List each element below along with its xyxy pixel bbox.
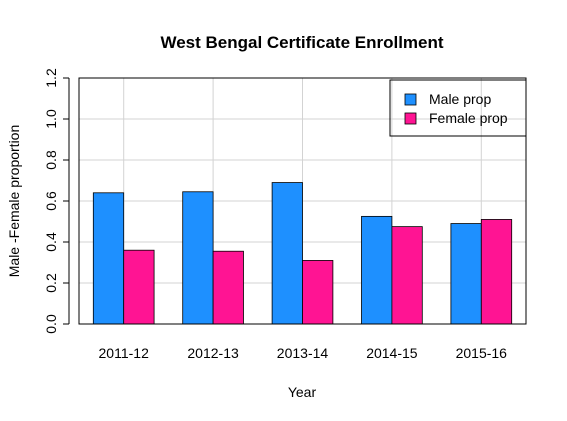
- legend: Male prop Female prop: [389, 79, 527, 137]
- y-axis-label: Male -Female proportion: [6, 125, 22, 278]
- plot-border: [78, 77, 527, 325]
- bars: [92, 182, 513, 325]
- x-tick-label-3: 2014-15: [366, 345, 418, 361]
- legend-box: [389, 79, 527, 137]
- x-axis-label: Year: [288, 384, 317, 400]
- x-tick-label-2: 2013-14: [277, 345, 329, 361]
- y-tick-label-5: 1.0: [43, 109, 59, 129]
- y-tick-label-1: 0.2: [43, 273, 59, 293]
- x-tick-label-0: 2011-12: [99, 345, 150, 361]
- legend-label-0: Male prop: [429, 91, 491, 107]
- y-tick-label-6: 1.2: [43, 68, 59, 88]
- y-axis: 0.0 0.2 0.4 0.6 0.8 1.0 1.2: [43, 68, 70, 334]
- bar-male-prop-2011-12: [92, 192, 125, 325]
- x-tick-label-1: 2012-13: [187, 345, 239, 361]
- bar-female-prop-2012-13: [212, 250, 244, 325]
- x-tick-labels: 2011-12 2012-13 2013-14 2014-15 2015-16: [99, 345, 508, 361]
- y-tick-label-2: 0.4: [43, 232, 59, 252]
- chart-title: West Bengal Certificate Enrollment: [160, 33, 443, 52]
- bar-male-prop-2014-15: [361, 215, 393, 325]
- y-tick-label-3: 0.6: [43, 191, 59, 211]
- legend-swatch-1: [404, 112, 417, 125]
- x-tick-label-4: 2015-16: [456, 345, 508, 361]
- bar-female-prop-2014-15: [391, 226, 423, 325]
- bar-male-prop-2012-13: [182, 191, 214, 325]
- y-tick-label-0: 0.0: [43, 314, 59, 334]
- legend-swatch-0: [404, 93, 417, 106]
- legend-label-1: Female prop: [429, 110, 508, 126]
- bar-female-prop-2011-12: [123, 249, 155, 325]
- bar-male-prop-2013-14: [271, 182, 303, 325]
- y-tick-label-4: 0.8: [43, 150, 59, 170]
- bar-female-prop-2013-14: [302, 260, 334, 325]
- bar-male-prop-2015-16: [450, 223, 482, 325]
- bar-female-prop-2015-16: [480, 219, 513, 325]
